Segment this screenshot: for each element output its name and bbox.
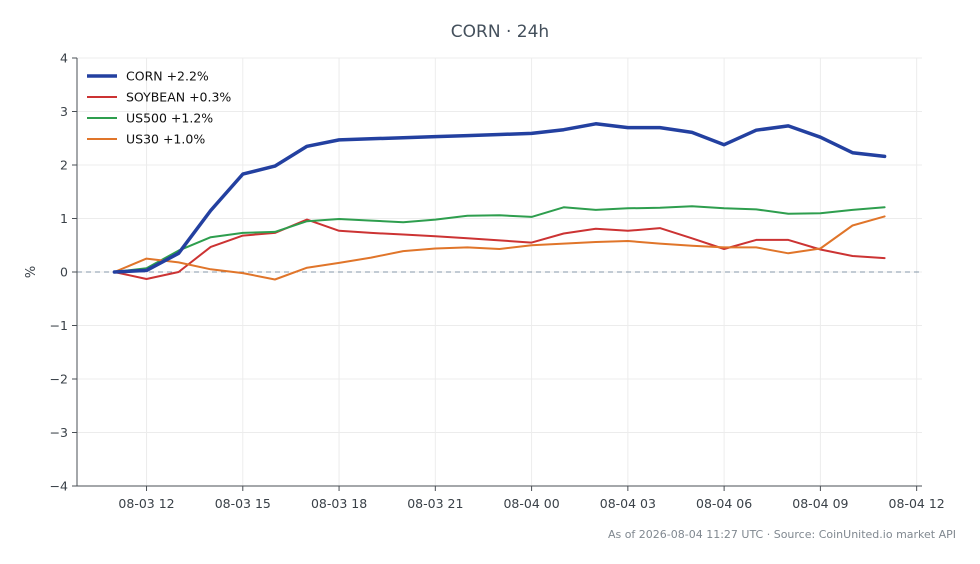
y-tick-label: −2	[50, 372, 68, 387]
legend-label: US30 +1.0%	[126, 132, 205, 147]
x-tick-label: 08-04 06	[696, 496, 752, 511]
series-line-us30	[113, 215, 886, 281]
y-tick-label: 1	[60, 211, 68, 226]
x-tick-label: 08-04 09	[792, 496, 848, 511]
x-tick-label: 08-04 03	[600, 496, 656, 511]
y-tick-label: −3	[50, 425, 68, 440]
legend: CORN +2.2% SOYBEAN +0.3% US500 +1.2% US30 +…	[87, 69, 231, 147]
y-tick-label: 0	[60, 265, 68, 280]
legend-label: SOYBEAN +0.3%	[126, 90, 231, 105]
x-tick-label: 08-04 12	[889, 496, 945, 511]
x-tick-label: 08-03 21	[407, 496, 463, 511]
series-line-us500	[113, 205, 886, 273]
y-axis-ticks: −4 −3 −2 −1 0 1 2 3 4	[50, 51, 77, 494]
source-footer: As of 2026-08-04 11:27 UTC · Source: Coi…	[608, 528, 956, 541]
y-tick-label: 4	[60, 51, 68, 66]
series-lines	[112, 122, 887, 281]
y-tick-label: 3	[60, 104, 68, 119]
x-axis-ticks: 08-03 12 08-03 15 08-03 18 08-03 21 08-04 00…	[118, 486, 945, 511]
x-tick-label: 08-03 12	[118, 496, 174, 511]
series-line-soybean	[113, 218, 886, 280]
y-tick-label: −1	[50, 318, 68, 333]
y-tick-label: −4	[50, 479, 68, 494]
x-tick-label: 08-03 15	[215, 496, 271, 511]
x-tick-label: 08-03 18	[311, 496, 367, 511]
legend-item: US30 +1.0%	[87, 132, 205, 147]
legend-item: US500 +1.2%	[87, 111, 213, 126]
x-tick-label: 08-04 00	[503, 496, 559, 511]
y-axis-label: %	[24, 266, 39, 278]
legend-item: SOYBEAN +0.3%	[87, 90, 231, 105]
series-line-corn	[112, 122, 887, 274]
chart-title: CORN · 24h	[451, 22, 549, 42]
y-tick-label: 2	[60, 158, 68, 173]
legend-item: CORN +2.2%	[87, 69, 209, 84]
legend-label: CORN +2.2%	[126, 69, 209, 84]
legend-label: US500 +1.2%	[126, 111, 213, 126]
